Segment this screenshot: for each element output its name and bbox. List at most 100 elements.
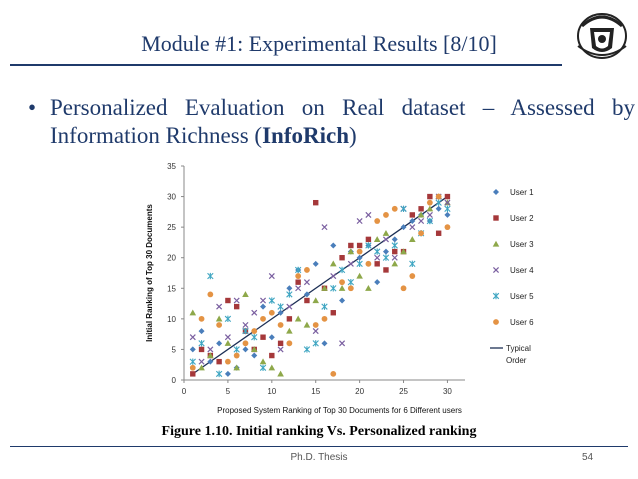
data-point-user-4 [409,224,416,231]
data-point-user-3 [356,272,363,279]
data-point-user-4 [418,218,425,225]
data-point-user-2 [313,199,319,206]
data-point-user-6 [312,322,319,328]
data-point-user-1 [277,309,284,316]
data-point-user-6 [356,248,363,255]
data-point-user-2 [190,371,196,377]
data-point-user-3 [233,364,240,371]
data-point-user-4 [339,340,346,347]
data-point-user-1 [207,358,214,365]
data-point-user-6 [435,193,442,200]
data-point-user-5 [233,346,240,353]
data-point-user-2 [383,267,389,273]
bullet-suffix: ) [348,123,357,148]
data-point-user-6 [295,273,302,279]
data-point-user-4 [207,346,214,353]
data-point-user-2 [444,193,451,200]
data-point-user-2 [418,206,424,212]
data-point-user-1 [268,334,275,341]
data-point-user-6 [225,358,231,365]
data-point-user-6 [260,315,266,322]
data-point-user-3 [321,284,328,291]
data-point-user-6 [268,309,275,316]
data-point-user-2 [374,261,380,267]
data-point-user-1 [216,340,223,347]
data-point-user-1 [242,346,249,353]
data-point-user-3 [277,370,284,377]
data-point-user-3 [259,358,267,365]
data-point-user-6 [189,364,196,371]
data-point-user-4 [216,303,223,310]
data-point-user-6 [321,315,328,322]
data-point-user-4 [224,334,231,341]
data-point-user-5 [391,242,398,249]
data-point-user-1 [444,211,451,218]
x-tick-label: 25 [399,387,408,396]
x-tick-label: 15 [311,387,320,396]
data-point-user-6 [277,322,284,328]
data-point-user-5 [251,334,258,341]
data-point-user-3 [198,364,205,371]
legend-label-trend-line2: Order [506,356,527,365]
y-tick-label: 15 [167,284,176,293]
data-point-user-5 [382,254,390,261]
legend-label-user-2: User 2 [510,214,534,223]
data-point-user-1 [303,291,310,298]
bullet-text-line1: Personalized Evaluation on Real dataset … [50,95,635,120]
data-point-user-3 [347,248,355,255]
data-point-user-2 [348,242,354,249]
data-point-user-1 [224,370,231,377]
data-point-user-3 [207,352,214,359]
data-point-user-2 [339,255,345,261]
data-point-user-1 [339,297,346,304]
data-point-user-4 [391,254,398,261]
bullet-dot: • [28,95,37,120]
data-point-user-2 [356,242,363,249]
legend-marker-user-6 [493,319,499,325]
data-point-user-4 [374,254,381,261]
data-point-user-1 [400,224,407,231]
data-point-user-2 [295,279,301,285]
data-point-user-4 [198,358,205,365]
data-point-user-3 [312,297,320,304]
data-point-user-6 [409,273,416,279]
data-point-user-6 [216,322,223,328]
data-point-user-6 [426,199,433,206]
y-tick-label: 20 [167,254,176,263]
data-point-user-3 [400,248,407,255]
data-point-user-4 [365,211,372,218]
data-point-user-4 [242,321,249,328]
data-point-user-1 [286,285,293,292]
data-point-user-3 [286,327,293,334]
x-tick-label: 5 [226,387,231,396]
legend-marker-user-1 [493,189,499,195]
data-point-user-5 [426,217,434,225]
data-point-user-1 [330,242,337,249]
data-point-user-2 [233,303,240,310]
data-point-user-5 [294,266,302,274]
data-point-user-4 [286,303,293,310]
data-point-user-6 [251,328,258,334]
data-point-user-6 [374,218,381,224]
bullet-prefix: Information Richness ( [50,123,263,148]
data-point-user-5 [189,358,196,365]
data-point-user-2 [198,346,205,353]
data-point-user-2 [260,334,266,340]
title-underline [10,64,562,66]
figure-caption: Figure 1.10. Initial ranking Vs. Persona… [161,424,477,439]
y-axis-label: Initial Ranking of Top 30 Documents [145,204,154,342]
legend-marker-user-4 [492,266,500,274]
data-point-user-1 [312,260,319,267]
data-point-user-1 [382,248,389,255]
data-point-user-4 [303,279,310,286]
trend-line [192,196,448,375]
data-point-user-3 [250,346,258,353]
data-point-user-4 [444,199,451,206]
bullet-emphasis: InfoRich [262,123,349,148]
x-tick-label: 20 [355,387,364,396]
data-point-user-6 [365,260,372,267]
data-point-user-4 [312,328,319,335]
y-tick-label: 30 [167,193,176,202]
data-point-user-3 [224,340,232,346]
